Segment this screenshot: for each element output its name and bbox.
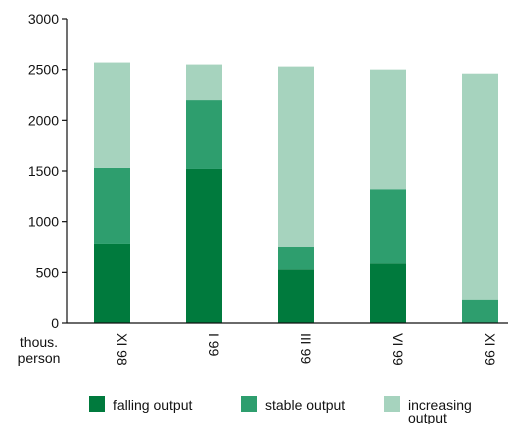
legend-label: stable output <box>265 397 345 413</box>
bar-segment <box>370 69 406 190</box>
x-tick-label: III 99 <box>298 333 314 364</box>
unit-label: thous.person <box>18 334 61 366</box>
bar-segment <box>186 64 222 101</box>
y-tick-label: 1000 <box>28 214 59 230</box>
bar-segment <box>94 243 130 323</box>
legend-swatch <box>384 396 400 412</box>
y-tick-label: 1500 <box>28 163 59 179</box>
x-tick-label: XI 99 <box>482 333 498 366</box>
bar-segment <box>370 189 406 264</box>
y-tick-label: 2500 <box>28 62 59 78</box>
bar-segment <box>186 100 222 169</box>
legend: falling output stable output increasingout… <box>89 396 472 424</box>
bar-segment <box>94 62 130 168</box>
x-tick-label: XI 98 <box>114 333 130 366</box>
bar-segment <box>94 167 130 244</box>
bar-segment <box>462 299 498 323</box>
bars-group <box>94 62 498 323</box>
legend-label: falling output <box>113 397 193 413</box>
y-tick-label: 0 <box>51 315 59 331</box>
unit-label-line: thous. <box>20 334 58 350</box>
unit-label-line: person <box>18 350 61 366</box>
bar-segment <box>370 263 406 323</box>
bar-segment <box>278 269 314 323</box>
y-tick-label: 3000 <box>28 11 59 27</box>
legend-label: output <box>408 410 447 424</box>
x-ticks-group: XI 98 I 99 III 99 VI 99 XI 99 <box>114 333 498 366</box>
y-tick-label: 2000 <box>28 112 59 128</box>
x-tick-label: I 99 <box>206 333 222 357</box>
bar-segment <box>278 66 314 247</box>
bar-segment <box>278 247 314 270</box>
y-ticks-group: 0 500 1000 1500 2000 2500 3000 <box>28 11 67 331</box>
bar-segment <box>462 73 498 300</box>
legend-swatch <box>89 396 105 412</box>
bar-segment <box>186 168 222 323</box>
x-tick-label: VI 99 <box>390 333 406 366</box>
legend-swatch <box>241 396 257 412</box>
y-tick-label: 500 <box>36 264 60 280</box>
legend-label: increasing <box>408 397 472 413</box>
